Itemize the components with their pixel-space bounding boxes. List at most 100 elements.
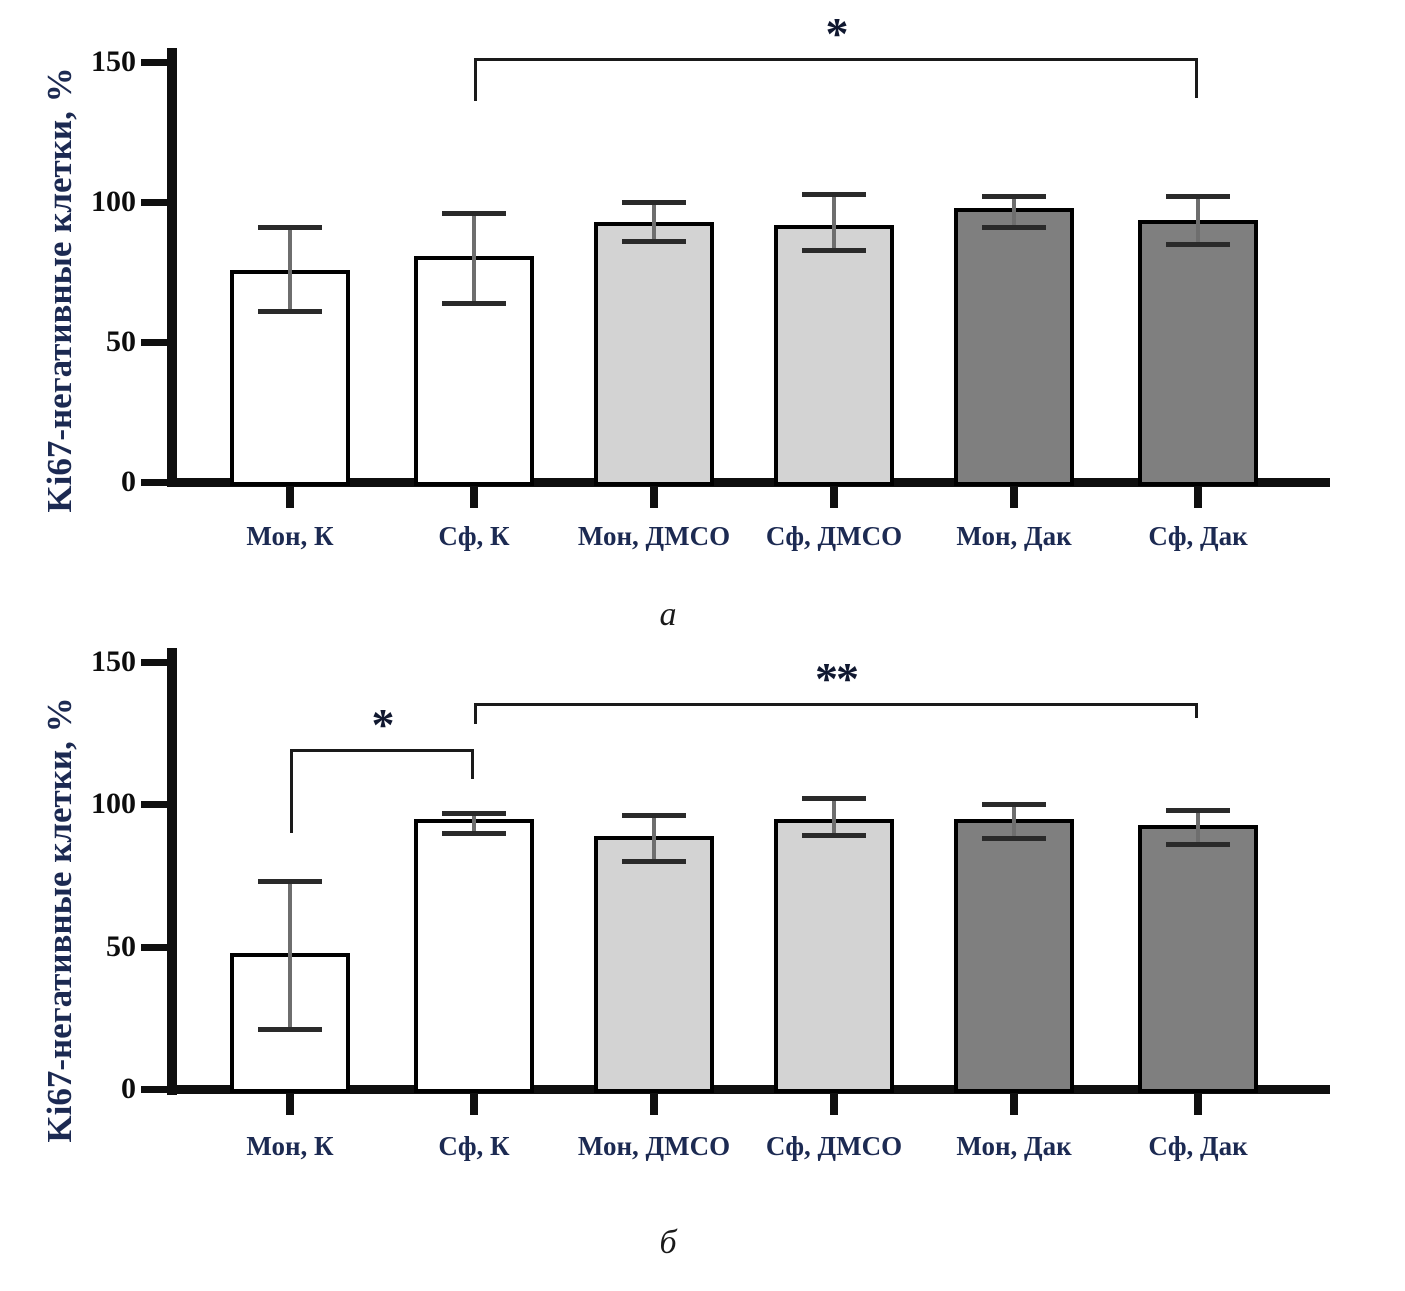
error-bar-cap-bottom [258, 309, 322, 314]
error-bar-cap-bottom [442, 831, 506, 836]
y-axis-title: Ki67-негативные клетки, % [40, 67, 79, 513]
error-bar-cap-top [1166, 194, 1230, 199]
significance-label: ** [815, 653, 859, 704]
y-tick [141, 59, 172, 66]
y-tick-label: 150 [91, 45, 136, 78]
category-label: Мон, К [246, 1131, 334, 1161]
error-bar-cap-bottom [258, 1027, 322, 1032]
y-tick-label: 150 [91, 645, 136, 678]
y-axis-title: Ki67-негативные клетки, % [40, 697, 79, 1143]
category-label: Сф, К [438, 521, 510, 551]
category-label: Мон, К [246, 521, 334, 551]
x-tick [830, 1094, 838, 1115]
error-bar-cap-bottom [442, 301, 506, 306]
significance-bracket-line [290, 749, 474, 752]
error-bar-stem [832, 194, 836, 250]
y-tick-label: 0 [121, 1072, 136, 1105]
significance-bracket-left-leg [474, 703, 477, 724]
y-tick-label: 50 [106, 930, 136, 963]
error-bar-stem [832, 798, 836, 835]
error-bar-stem [288, 881, 292, 1029]
y-axis-line [167, 648, 177, 1095]
category-label: Сф, К [438, 1131, 510, 1161]
bar [774, 819, 894, 1093]
error-bar-stem [1012, 196, 1016, 227]
error-bar-stem [1196, 810, 1200, 844]
x-tick [1194, 487, 1202, 508]
significance-label: * [825, 8, 849, 59]
x-tick [1010, 487, 1018, 508]
error-bar-cap-top [802, 192, 866, 197]
significance-bracket-left-leg [474, 58, 477, 101]
x-tick [830, 487, 838, 508]
y-tick [141, 1086, 172, 1093]
category-label: Мон, Дак [956, 521, 1072, 551]
significance-bracket-right-leg [1195, 703, 1198, 718]
error-bar-cap-top [1166, 808, 1230, 813]
error-bar-cap-top [258, 879, 322, 884]
error-bar-cap-top [802, 796, 866, 801]
x-tick [286, 1094, 294, 1115]
category-label: Сф, ДМСО [765, 1131, 903, 1161]
significance-bracket-right-leg [471, 749, 474, 779]
x-tick [650, 487, 658, 508]
error-bar-cap-bottom [982, 225, 1046, 230]
bar [594, 222, 714, 486]
x-tick [1010, 1094, 1018, 1115]
error-bar-stem [472, 813, 476, 833]
bar [1138, 220, 1258, 486]
error-bar-cap-top [982, 194, 1046, 199]
bar [1138, 825, 1258, 1093]
y-axis-line [167, 48, 177, 487]
error-bar-cap-bottom [622, 239, 686, 244]
error-bar-cap-bottom [802, 248, 866, 253]
panel-label: б [659, 1224, 677, 1261]
error-bar-stem [288, 227, 292, 311]
category-label: Мон, Дак [956, 1131, 1072, 1161]
error-bar-cap-bottom [1166, 842, 1230, 847]
x-tick [470, 487, 478, 508]
error-bar-cap-bottom [802, 833, 866, 838]
error-bar-cap-bottom [1166, 242, 1230, 247]
y-tick [141, 944, 172, 951]
error-bar-cap-top [442, 811, 506, 816]
error-bar-stem [1196, 196, 1200, 244]
error-bar-cap-top [442, 211, 506, 216]
error-bar-cap-bottom [982, 836, 1046, 841]
error-bar-cap-top [982, 802, 1046, 807]
x-tick [1194, 1094, 1202, 1115]
x-tick [286, 487, 294, 508]
category-label: Мон, ДМСО [577, 1131, 731, 1161]
bar [954, 819, 1074, 1093]
error-bar-cap-top [622, 200, 686, 205]
error-bar-stem [1012, 804, 1016, 838]
y-tick-label: 0 [121, 465, 136, 498]
bar [774, 225, 894, 486]
bar [954, 208, 1074, 486]
significance-label: * [371, 699, 395, 750]
y-tick-label: 50 [106, 325, 136, 358]
category-label: Сф, ДМСО [765, 521, 903, 551]
x-tick [650, 1094, 658, 1115]
error-bar-stem [652, 815, 656, 861]
error-bar-stem [652, 202, 656, 241]
significance-bracket-line [474, 58, 1198, 61]
y-tick [141, 659, 172, 666]
significance-bracket-line [474, 703, 1198, 706]
y-tick-label: 100 [91, 787, 136, 820]
error-bar-cap-top [622, 813, 686, 818]
x-tick [470, 1094, 478, 1115]
category-label: Сф, Дак [1148, 521, 1248, 551]
y-tick [141, 479, 172, 486]
error-bar-cap-bottom [622, 859, 686, 864]
y-tick [141, 199, 172, 206]
error-bar-cap-top [258, 225, 322, 230]
significance-bracket-right-leg [1195, 58, 1198, 98]
category-label: Сф, Дак [1148, 1131, 1248, 1161]
bar [594, 836, 714, 1093]
x-axis-line [167, 478, 1330, 487]
y-tick [141, 801, 172, 808]
panel-label: а [659, 596, 677, 633]
y-tick-label: 100 [91, 185, 136, 218]
